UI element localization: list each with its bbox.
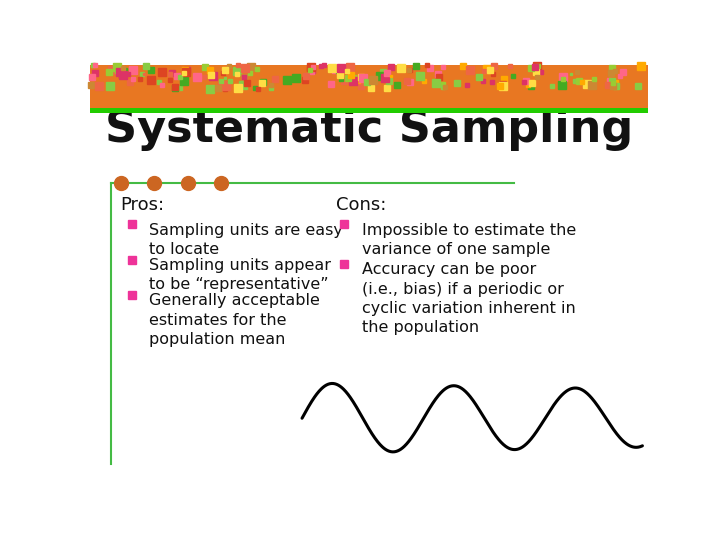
Text: Systematic Sampling: Systematic Sampling [105,108,633,151]
Text: Accuracy can be poor
(i.e., bias) if a periodic or
cyclic variation inherent in
: Accuracy can be poor (i.e., bias) if a p… [362,262,576,335]
Text: Cons:: Cons: [336,196,386,214]
Bar [90,65,648,109]
Text: Sampling units are easy
to locate: Sampling units are easy to locate [148,223,343,257]
Bar [90,109,648,113]
Text: Pros:: Pros: [121,196,165,214]
Text: Impossible to estimate the
variance of one sample: Impossible to estimate the variance of o… [362,223,577,257]
Text: Generally acceptable
estimates for the
population mean: Generally acceptable estimates for the p… [148,293,320,347]
Text: Sampling units appear
to be “representative”: Sampling units appear to be “representat… [148,258,330,292]
